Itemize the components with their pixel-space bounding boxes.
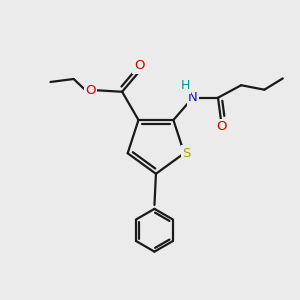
Text: H: H bbox=[181, 79, 190, 92]
Text: N: N bbox=[188, 91, 198, 104]
Text: S: S bbox=[182, 147, 191, 160]
Text: O: O bbox=[134, 59, 144, 72]
Text: O: O bbox=[85, 84, 96, 97]
Text: O: O bbox=[216, 120, 227, 133]
